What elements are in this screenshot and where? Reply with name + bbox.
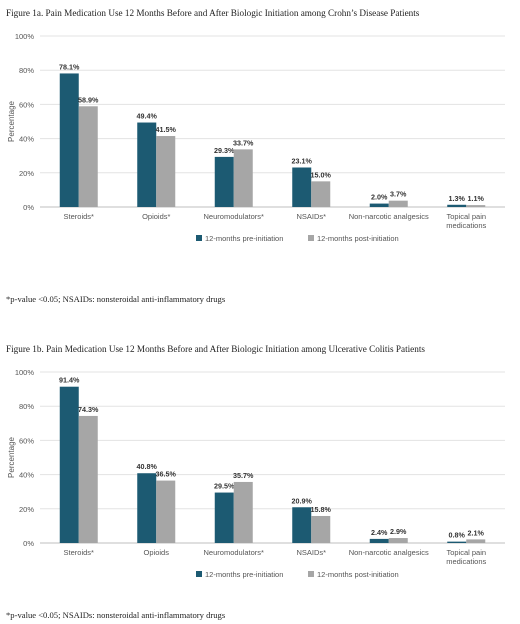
data-label: 2.4%: [371, 528, 388, 537]
bar: [137, 122, 157, 207]
legend-label: 12-months pre-initiation: [205, 234, 283, 243]
y-tick-label: 100%: [15, 32, 35, 41]
data-label: 74.3%: [78, 405, 99, 414]
data-label: 2.9%: [390, 527, 407, 536]
y-tick-label: 80%: [19, 66, 34, 75]
figure-footnote: *p-value <0.05; NSAIDs: nonsteroidal ant…: [6, 294, 226, 304]
y-tick-label: 20%: [19, 505, 34, 514]
bar: [447, 541, 467, 543]
y-tick-label: 80%: [19, 402, 34, 411]
bar-chart-ulcerative-colitis: 0% 20% 40% 60% 80% 100% Percentage 91.4% 74.3% St…: [7, 368, 505, 579]
figure-title: Figure 1b. Pain Medication Use 12 Months…: [6, 344, 425, 354]
bar: [292, 507, 312, 543]
x-tick-label: Steroids*: [64, 548, 95, 557]
y-tick-label: 20%: [19, 169, 34, 178]
bar: [137, 473, 157, 543]
bar: [369, 203, 389, 207]
bar: [466, 205, 486, 207]
x-tick-label: Opioids*: [142, 212, 170, 221]
data-label: 36.5%: [156, 470, 177, 479]
y-tick-label: 60%: [19, 436, 34, 445]
data-label: 15.8%: [311, 505, 332, 514]
x-tick-label: Neuromodulators*: [204, 212, 265, 221]
x-tick-label: NSAIDs*: [296, 548, 326, 557]
legend-label: 12-months post-initiation: [317, 570, 399, 579]
x-tick-label: Non-narcotic analgesics: [349, 548, 429, 557]
x-tick-label: medications: [446, 221, 486, 230]
bar: [78, 106, 98, 207]
data-label: 49.4%: [137, 112, 158, 121]
bar: [466, 539, 486, 543]
data-label: 2.1%: [468, 528, 485, 537]
bar: [214, 156, 234, 207]
x-tick-label: Topical pain: [446, 212, 486, 221]
legend-swatch: [308, 571, 314, 577]
bar: [388, 200, 408, 207]
x-tick-label: Topical pain: [446, 548, 486, 557]
bar: [156, 136, 176, 207]
data-label: 3.7%: [390, 190, 407, 199]
bar: [78, 415, 98, 543]
y-axis-label: Percentage: [7, 436, 16, 477]
data-label: 58.9%: [78, 95, 99, 104]
legend-swatch: [308, 235, 314, 241]
bar: [233, 481, 253, 543]
y-tick-label: 100%: [15, 368, 35, 377]
data-label: 20.9%: [292, 496, 313, 505]
legend-swatch: [196, 571, 202, 577]
figure-title: Figure 1a. Pain Medication Use 12 Months…: [6, 8, 420, 18]
legend-label: 12-months pre-initiation: [205, 570, 283, 579]
bar: [388, 538, 408, 543]
bar: [292, 167, 312, 207]
data-label: 40.8%: [137, 462, 158, 471]
bar: [214, 492, 234, 543]
bar: [447, 204, 467, 207]
data-label: 33.7%: [233, 138, 254, 147]
x-tick-label: Neuromodulators*: [204, 548, 265, 557]
bar: [59, 386, 79, 543]
y-tick-label: 0%: [23, 203, 34, 212]
data-label: 1.1%: [468, 194, 485, 203]
bar: [311, 515, 331, 543]
figure-footnote: *p-value <0.05; NSAIDs: nonsteroidal ant…: [6, 610, 226, 620]
bar: [311, 181, 331, 207]
figure-1a: Figure 1a. Pain Medication Use 12 Months…: [0, 0, 520, 304]
bar: [156, 480, 176, 543]
data-label: 23.1%: [292, 156, 313, 165]
y-tick-label: 0%: [23, 539, 34, 548]
data-label: 29.3%: [214, 146, 235, 155]
data-label: 35.7%: [233, 471, 254, 480]
data-label: 29.5%: [214, 482, 235, 491]
data-label: 15.0%: [311, 170, 332, 179]
y-tick-label: 40%: [19, 135, 34, 144]
x-tick-label: Non-narcotic analgesics: [349, 212, 429, 221]
x-tick-label: Opioids: [144, 548, 170, 557]
data-label: 1.3%: [449, 194, 466, 203]
legend-label: 12-months post-initiation: [317, 234, 399, 243]
bar-chart-crohns: 0% 20% 40% 60% 80% 100% Percentage 78.1% 58.9% St…: [7, 32, 505, 243]
data-label: 0.8%: [449, 531, 466, 540]
y-tick-label: 40%: [19, 471, 34, 480]
data-label: 2.0%: [371, 193, 388, 202]
x-tick-label: Steroids*: [64, 212, 95, 221]
y-axis-label: Percentage: [7, 100, 16, 141]
y-tick-label: 60%: [19, 100, 34, 109]
bar: [59, 73, 79, 207]
data-label: 91.4%: [59, 376, 80, 385]
data-label: 78.1%: [59, 62, 80, 71]
legend-swatch: [196, 235, 202, 241]
figure-1b: Figure 1b. Pain Medication Use 12 Months…: [0, 300, 520, 624]
x-tick-label: medications: [446, 557, 486, 566]
bar: [369, 538, 389, 543]
bar: [233, 149, 253, 207]
x-tick-label: NSAIDs*: [296, 212, 326, 221]
data-label: 41.5%: [156, 125, 177, 134]
